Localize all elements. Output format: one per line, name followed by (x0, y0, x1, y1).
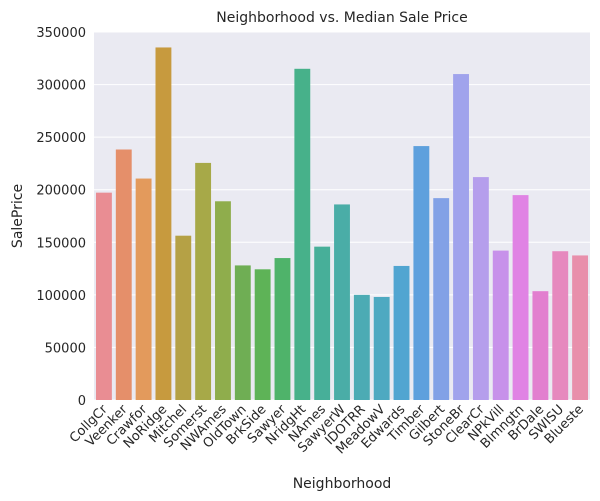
bar-nridght (294, 68, 311, 401)
bar-timber (413, 146, 430, 400)
bar-noridge (155, 47, 172, 401)
bars (95, 47, 589, 401)
bar-collgcr (95, 192, 112, 400)
bar-clearcr (472, 177, 489, 400)
bar-brdale (532, 291, 549, 400)
bar-npkvill (492, 250, 509, 400)
bar-somerst (195, 162, 212, 400)
y-tick-label: 250000 (36, 131, 86, 146)
bar-edwards (393, 265, 410, 400)
bar-veenker (115, 149, 132, 400)
bar-blmngtn (512, 195, 529, 400)
bar-sawyerw (334, 204, 350, 400)
bar-names (314, 246, 331, 400)
bar-idotrr (353, 294, 370, 400)
chart-title: Neighborhood vs. Median Sale Price (216, 10, 467, 26)
y-axis-label: SalePrice (10, 184, 26, 248)
x-axis-label: Neighborhood (293, 476, 392, 492)
bar-gilbert (433, 198, 450, 400)
bar-sawyer (274, 258, 291, 400)
y-tick-label: 300000 (36, 79, 86, 94)
bar-nwames (215, 201, 231, 400)
bar-meadowv (373, 296, 390, 400)
bar-crawfor (135, 178, 152, 400)
x-tick-labels: CollgCrVeenkerCrawforNoRidgeMitchelSomer… (67, 402, 587, 458)
bar-oldtown (234, 265, 251, 400)
y-tick-label: 50000 (45, 341, 86, 356)
y-tick-label: 350000 (36, 26, 86, 41)
y-tick-label: 200000 (36, 184, 86, 199)
bar-mitchel (175, 235, 192, 400)
bar-stonebr (453, 74, 469, 401)
y-tick-label: 100000 (36, 289, 86, 304)
bar-brkside (254, 269, 271, 400)
bar-swisu (552, 251, 569, 400)
y-tick-labels: 0 50000 100000 150000 200000 250000 300000 3500… (36, 26, 86, 409)
y-tick-label: 150000 (36, 236, 86, 251)
y-tick-label: 0 (78, 394, 86, 409)
bar-blueste (572, 255, 589, 400)
